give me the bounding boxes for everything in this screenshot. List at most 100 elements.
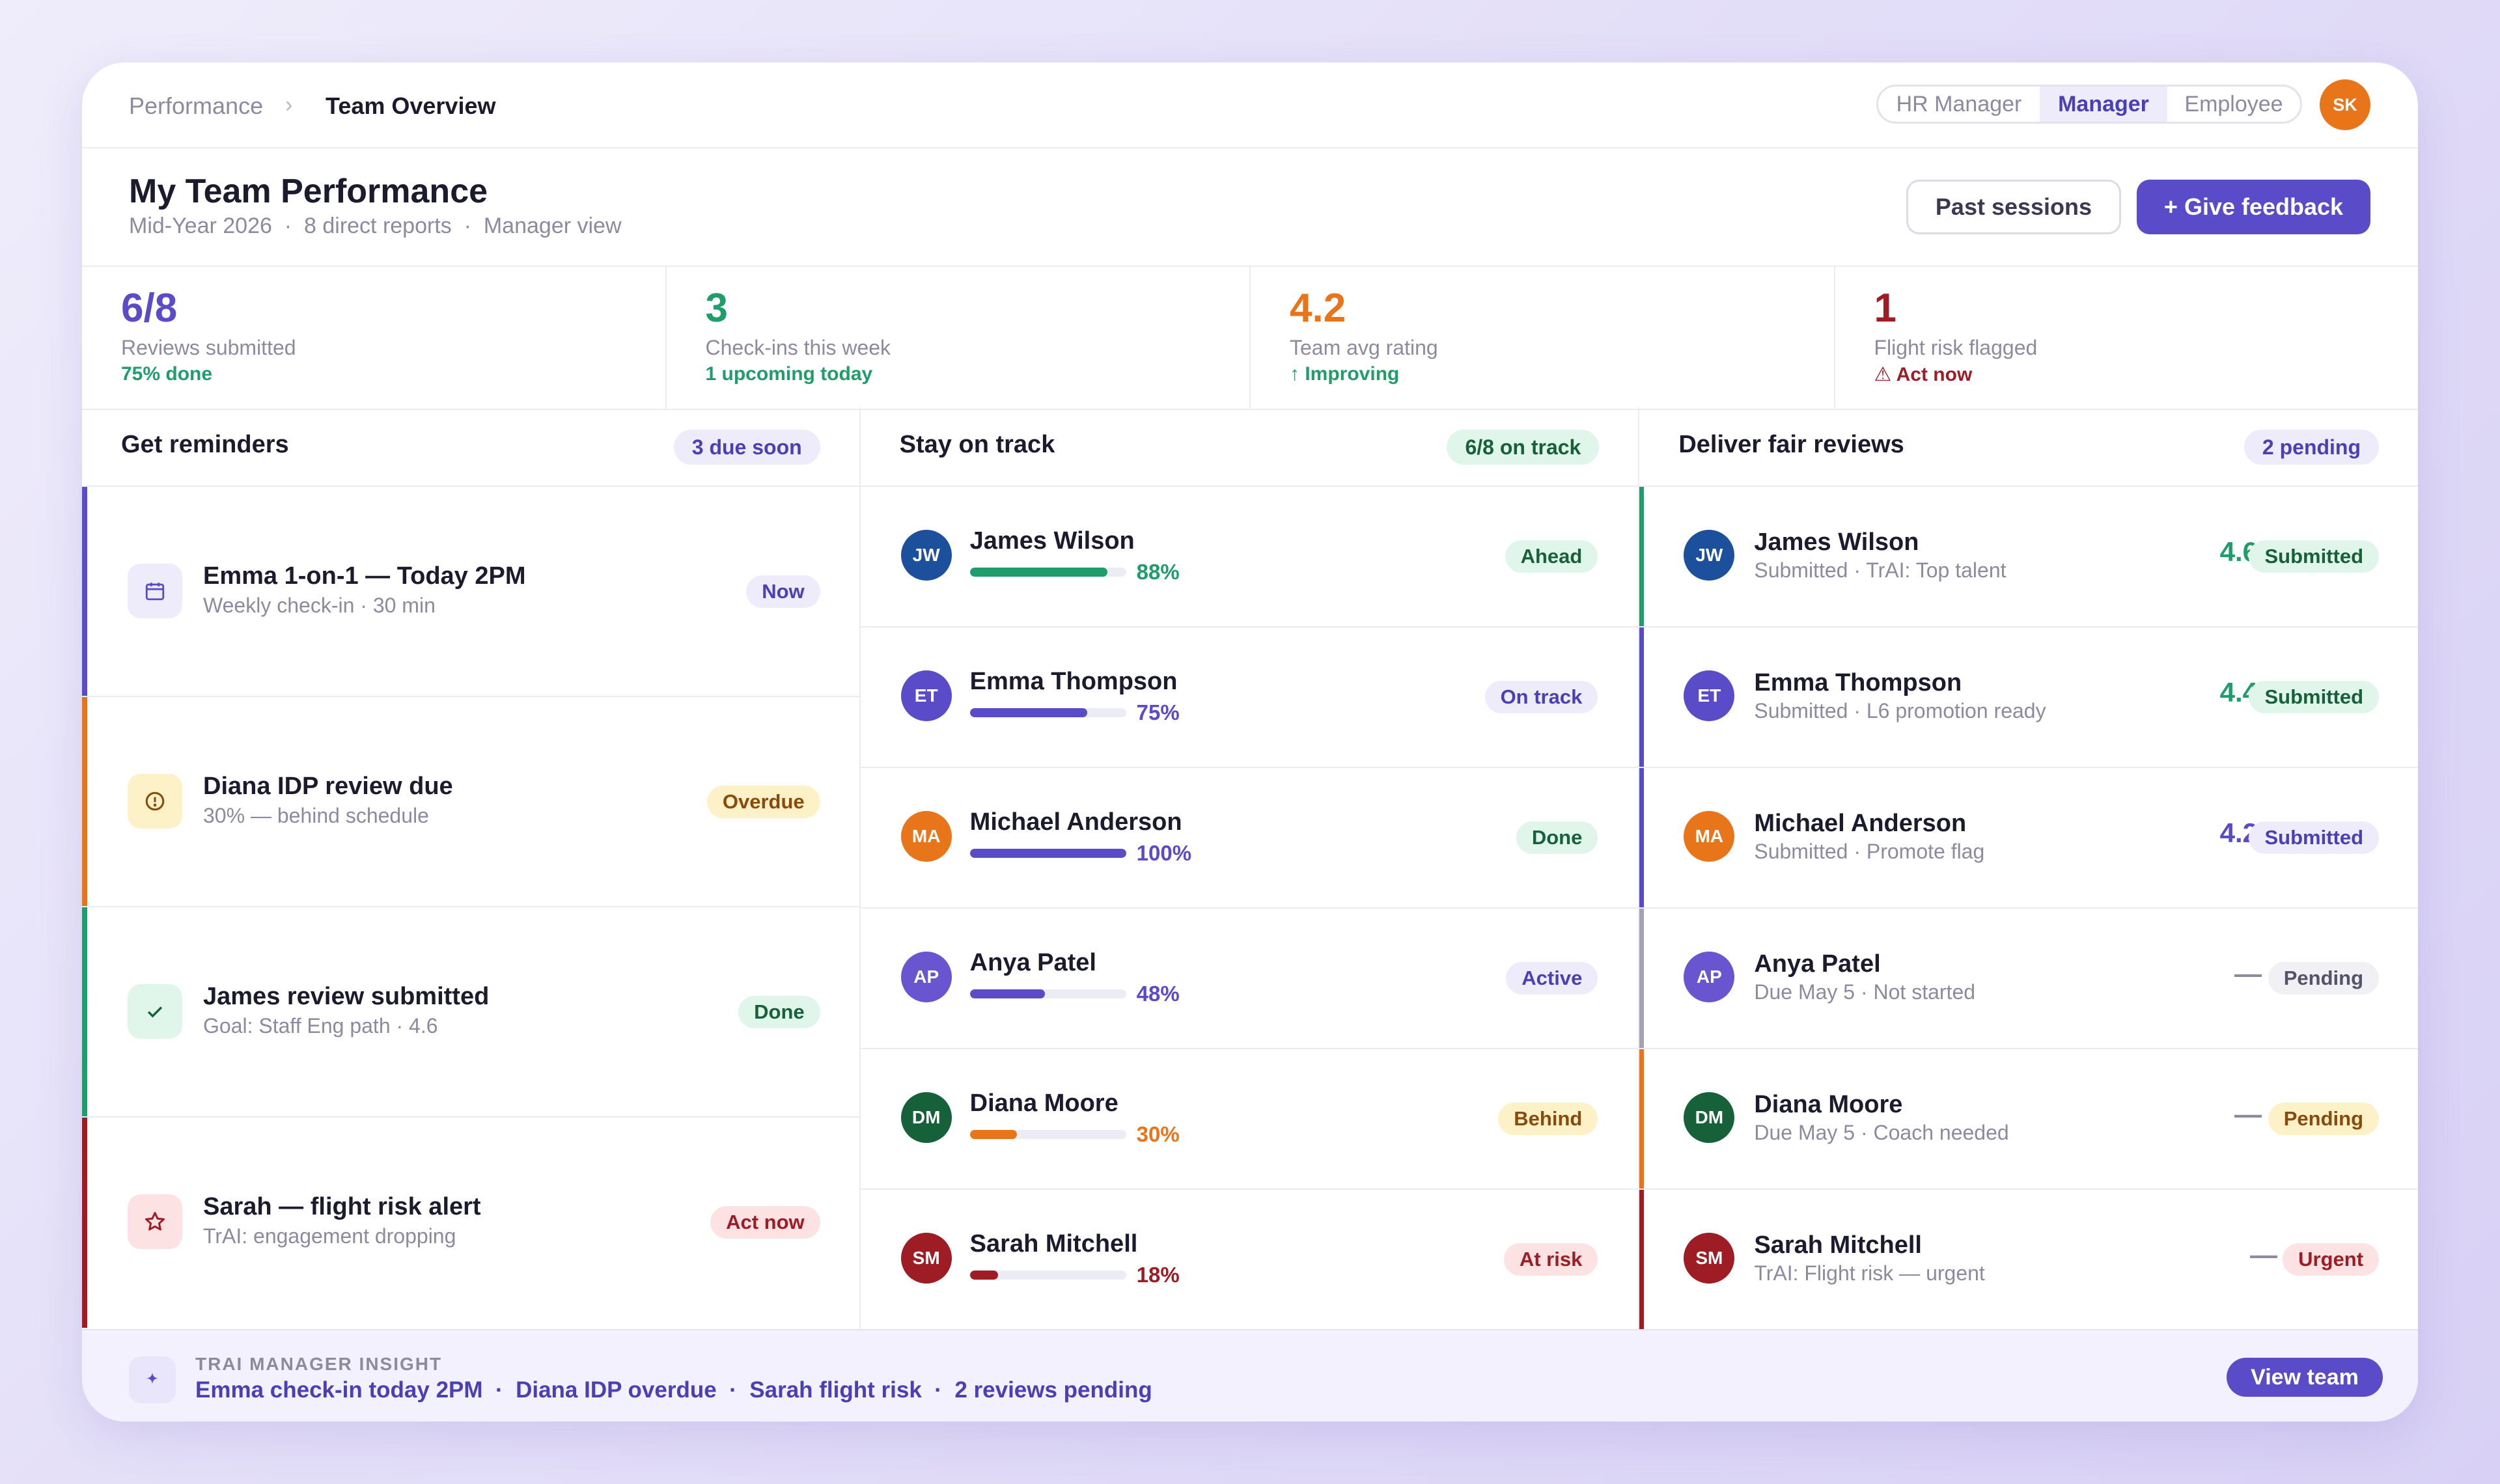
progress-row[interactable]: MA Michael Anderson 100% Done	[860, 768, 1639, 909]
stat-label: Reviews submitted	[121, 336, 296, 359]
progress-fill	[969, 708, 1087, 717]
person-name: James Wilson	[969, 527, 1135, 555]
avatar: AP	[1684, 952, 1735, 1002]
user-avatar[interactable]: SK	[2320, 79, 2370, 130]
reminder-item[interactable]: Emma 1-on-1 — Today 2PM Weekly check-in …	[82, 487, 859, 697]
reminder-title: Sarah — flight risk alert	[203, 1193, 481, 1220]
person-name: Sarah Mitchell	[969, 1230, 1138, 1257]
person-name: Anya Patel	[969, 949, 1096, 976]
review-detail: Submitted · TrAI: Top talent	[1754, 558, 2007, 582]
top-bar: Performance › Team Overview HR Manager M…	[82, 62, 2418, 148]
review-row[interactable]: DM Diana Moore Due May 5 · Coach needed …	[1639, 1049, 2418, 1190]
person-name: Emma Thompson	[1754, 669, 1962, 696]
reminder-item[interactable]: Sarah — flight risk alert TrAI: engageme…	[82, 1118, 859, 1328]
reviews-panel: Deliver fair reviews 2 pending JW James …	[1639, 407, 2418, 1330]
reminder-accent	[82, 487, 87, 696]
stat-value: 4.2	[1290, 286, 1346, 331]
check-icon	[128, 984, 182, 1039]
panel-title: Stay on track	[899, 431, 1055, 458]
on-track-header: Stay on track 6/8 on track	[860, 407, 1639, 487]
person-name: James Wilson	[1754, 529, 1919, 556]
status-badge: Submitted	[2249, 681, 2380, 713]
reviews-header: Deliver fair reviews 2 pending	[1639, 407, 2418, 487]
insight-label: TRAI MANAGER INSIGHT	[195, 1354, 443, 1374]
review-detail: Due May 5 · Not started	[1754, 980, 1976, 1004]
stat-note: ↑ Improving	[1290, 363, 1400, 385]
review-row[interactable]: AP Anya Patel Due May 5 · Not started — …	[1639, 909, 2418, 1049]
person-name: Michael Anderson	[1754, 810, 1967, 837]
stat-note: 1 upcoming today	[705, 363, 873, 385]
role-manager[interactable]: Manager	[2040, 87, 2167, 122]
avatar: JW	[1684, 530, 1735, 581]
stat-note: ⚠ Act now	[1874, 364, 1973, 385]
person-name: Diana Moore	[1754, 1091, 1903, 1118]
reminder-accent	[82, 1118, 87, 1328]
progress-track	[969, 568, 1126, 577]
progress-track	[969, 1130, 1126, 1139]
give-feedback-button[interactable]: + Give feedback	[2137, 180, 2370, 234]
status-badge: Active	[1506, 962, 1598, 995]
avatar: MA	[900, 811, 952, 862]
review-detail: Submitted · L6 promotion ready	[1754, 699, 2046, 722]
reminder-subtitle: TrAI: engagement dropping	[203, 1224, 456, 1248]
role-hr-manager[interactable]: HR Manager	[1896, 91, 2022, 117]
person-name: Anya Patel	[1754, 950, 1881, 978]
progress-row[interactable]: AP Anya Patel 48% Active	[860, 909, 1639, 1049]
panel-title: Deliver fair reviews	[1678, 431, 1904, 458]
review-accent	[1639, 1049, 1645, 1189]
person-name: Diana Moore	[969, 1090, 1118, 1117]
on-track-panel: Stay on track 6/8 on track JW James Wils…	[860, 407, 1640, 1330]
review-row[interactable]: MA Michael Anderson Submitted · Promote …	[1639, 768, 2418, 909]
progress-percent: 100%	[1136, 841, 1192, 865]
review-accent	[1639, 487, 1645, 626]
past-sessions-button[interactable]: Past sessions	[1906, 180, 2121, 234]
status-badge: Pending	[2268, 962, 2380, 995]
progress-row[interactable]: JW James Wilson 88% Ahead	[860, 487, 1639, 627]
reminder-title: James review submitted	[203, 983, 490, 1010]
reminder-item[interactable]: James review submitted Goal: Staff Eng p…	[82, 907, 859, 1118]
progress-row[interactable]: SM Sarah Mitchell 18% At risk	[861, 1190, 1639, 1330]
status-badge: Urgent	[2283, 1243, 2380, 1276]
page-subtitle: Mid-Year 2026 · 8 direct reports · Manag…	[129, 213, 622, 238]
progress-percent: 75%	[1136, 700, 1180, 724]
progress-row[interactable]: DM Diana Moore 30% Behind	[860, 1049, 1639, 1190]
stat-label: Flight risk flagged	[1874, 336, 2038, 359]
stat-label: Check-ins this week	[705, 336, 891, 359]
status-badge: At risk	[1503, 1243, 1598, 1276]
review-row[interactable]: JW James Wilson Submitted · TrAI: Top ta…	[1639, 487, 2418, 627]
status-badge: Submitted	[2249, 821, 2380, 854]
avatar: MA	[1684, 811, 1735, 862]
reminders-panel: Get reminders 3 due soon Emma 1-on-1 — T…	[82, 407, 861, 1329]
progress-fill	[969, 989, 1045, 998]
status-badge: Ahead	[1505, 540, 1598, 573]
role-employee[interactable]: Employee	[2184, 91, 2283, 117]
reviews-pending-badge: 2 pending	[2243, 430, 2380, 465]
progress-fill	[969, 849, 1126, 858]
status-badge: Behind	[1498, 1103, 1598, 1135]
reminder-title: Emma 1-on-1 — Today 2PM	[203, 562, 526, 590]
alert-circle-icon	[128, 774, 182, 829]
role-switcher: HR Manager Manager Employee	[1876, 85, 2302, 124]
status-badge: Pending	[2268, 1103, 2380, 1135]
breadcrumb-performance[interactable]: Performance	[129, 92, 264, 119]
review-row[interactable]: SM Sarah Mitchell TrAI: Flight risk — ur…	[1639, 1190, 2418, 1330]
status-badge: Done	[1516, 821, 1598, 854]
status-badge: Overdue	[706, 786, 820, 818]
review-score: —	[2234, 958, 2262, 989]
status-badge: Now	[746, 575, 820, 608]
avatar: JW	[900, 530, 952, 581]
review-row[interactable]: ET Emma Thompson Submitted · L6 promotio…	[1639, 627, 2418, 768]
review-accent	[1639, 909, 1645, 1048]
on-track-count-badge: 6/8 on track	[1447, 430, 1600, 465]
breadcrumb-separator: ›	[285, 92, 293, 117]
view-team-button[interactable]: View team	[2227, 1358, 2383, 1397]
avatar: DM	[900, 1092, 952, 1143]
dashboard-card: Performance › Team Overview HR Manager M…	[82, 62, 2418, 1422]
progress-row[interactable]: ET Emma Thompson 75% On track	[860, 627, 1639, 768]
progress-track	[969, 1271, 1126, 1280]
status-badge: Submitted	[2249, 540, 2380, 573]
progress-percent: 48%	[1136, 982, 1180, 1006]
review-detail: Due May 5 · Coach needed	[1754, 1121, 2009, 1144]
reminder-item[interactable]: Diana IDP review due 30% — behind schedu…	[82, 697, 859, 907]
person-name: Michael Anderson	[969, 808, 1182, 836]
